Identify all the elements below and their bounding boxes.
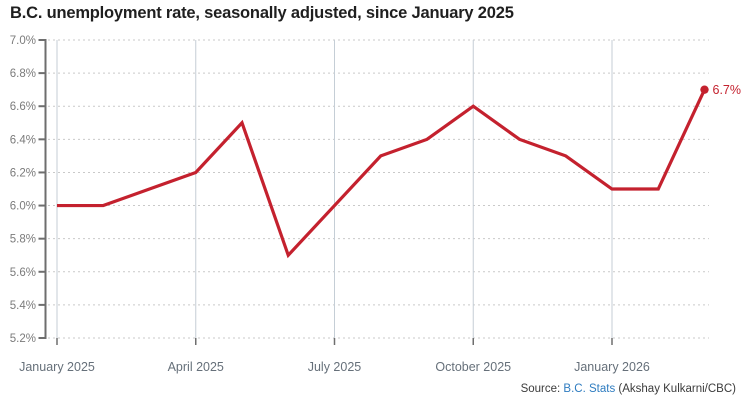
source-link[interactable]: B.C. Stats <box>563 383 616 395</box>
y-axis-label: 5.2% <box>10 333 36 345</box>
x-axis-label: January 2025 <box>19 360 95 374</box>
x-axis-label: April 2025 <box>168 360 224 374</box>
y-axis-label: 7.0% <box>10 35 36 47</box>
series-line <box>57 88 706 259</box>
x-axis-label: July 2025 <box>308 360 362 374</box>
y-axis-label: 6.8% <box>10 68 36 80</box>
y-axis-label: 6.2% <box>10 167 36 179</box>
x-axis-label: January 2026 <box>574 360 650 374</box>
y-axis-label: 5.6% <box>10 267 36 279</box>
source-credit: (Akshay Kulkarni/CBC) <box>615 383 736 395</box>
x-axis-label: October 2025 <box>435 360 511 374</box>
end-value-label: 6.7% <box>713 83 742 97</box>
y-axis-label: 6.6% <box>10 101 36 113</box>
y-axis-label: 5.4% <box>10 300 36 312</box>
chart-title: B.C. unemployment rate, seasonally adjus… <box>10 4 514 22</box>
line-chart: 7.0% 6.8% 6.6% 6.4% 6.2% 6.0% 5.8% 5.6% 5.4% 5.2%… <box>10 35 742 374</box>
end-point-dot <box>700 85 709 94</box>
y-axis-label: 5.8% <box>10 234 36 246</box>
y-axis-label: 6.0% <box>10 201 36 213</box>
y-axis-label: 6.4% <box>10 134 36 146</box>
source-line: Source: B.C. Stats (Akshay Kulkarni/CBC) <box>521 383 736 395</box>
source-label: Source: <box>520 383 564 395</box>
